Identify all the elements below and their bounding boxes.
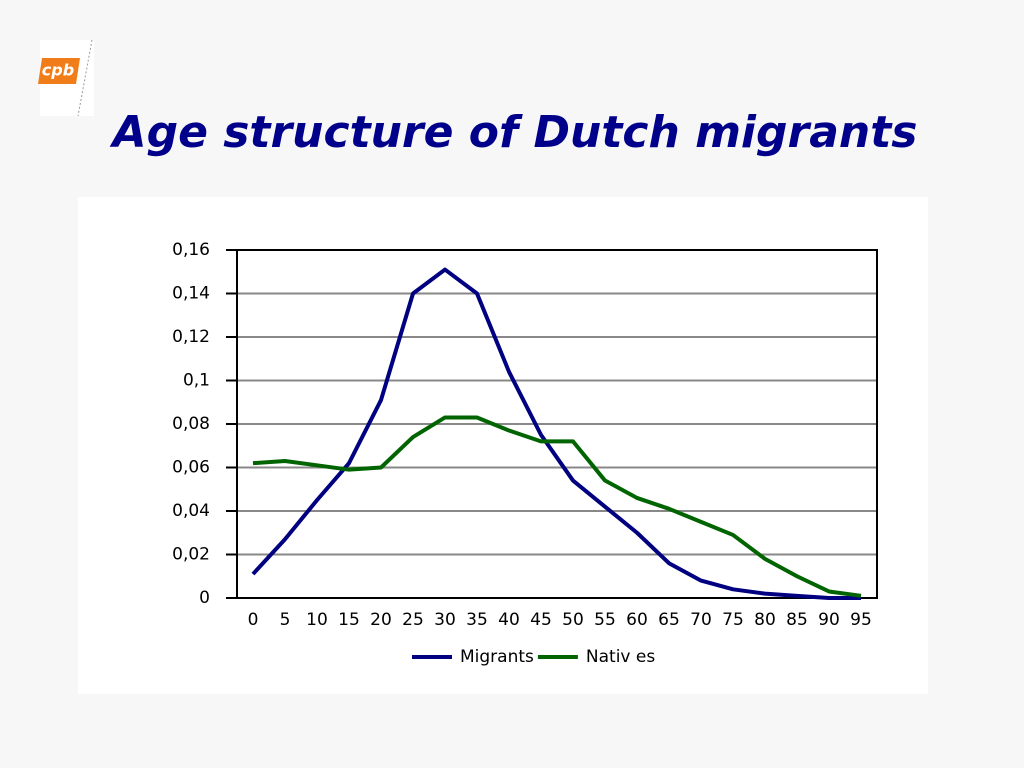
x-tick-label: 35 [466, 610, 488, 630]
x-tick-label: 15 [338, 610, 360, 630]
chart-title: Age structure of Dutch migrants [110, 107, 918, 158]
x-tick-label: 85 [786, 610, 808, 630]
x-tick-label: 60 [626, 610, 648, 630]
x-tick-label: 75 [722, 610, 744, 630]
x-tick-label: 10 [306, 610, 328, 630]
x-tick-label: 95 [850, 610, 872, 630]
x-tick-label: 70 [690, 610, 712, 630]
x-tick-label: 5 [280, 610, 291, 630]
y-tick-label: 0,04 [172, 501, 210, 521]
x-tick-label: 0 [248, 610, 259, 630]
y-tick-label: 0,12 [172, 327, 210, 347]
x-tick-label: 90 [818, 610, 840, 630]
y-tick-label: 0,02 [172, 545, 210, 565]
x-tick-label: 20 [370, 610, 392, 630]
y-tick-label: 0,1 [183, 371, 210, 391]
legend-label: Migrants [460, 647, 534, 667]
y-tick-label: 0,08 [172, 414, 210, 434]
x-tick-label: 25 [402, 610, 424, 630]
y-tick-label: 0 [199, 588, 210, 608]
x-tick-label: 50 [562, 610, 584, 630]
y-tick-label: 0,06 [172, 458, 210, 478]
y-tick-label: 0,14 [172, 284, 210, 304]
x-tick-label: 40 [498, 610, 520, 630]
series-line [252, 415, 862, 598]
logo-text: cpb [42, 61, 74, 80]
x-tick-label: 65 [658, 610, 680, 630]
plot-frame [236, 249, 878, 599]
x-tick-label: 80 [754, 610, 776, 630]
logo-line [77, 39, 93, 117]
chart-panel [78, 197, 928, 694]
legend-label: Nativ es [586, 647, 655, 667]
y-tick-label: 0,16 [172, 240, 210, 260]
x-tick-label: 30 [434, 610, 456, 630]
logo-badge [38, 58, 80, 84]
x-tick-label: 45 [530, 610, 552, 630]
x-tick-label: 55 [594, 610, 616, 630]
series-line [251, 267, 861, 600]
